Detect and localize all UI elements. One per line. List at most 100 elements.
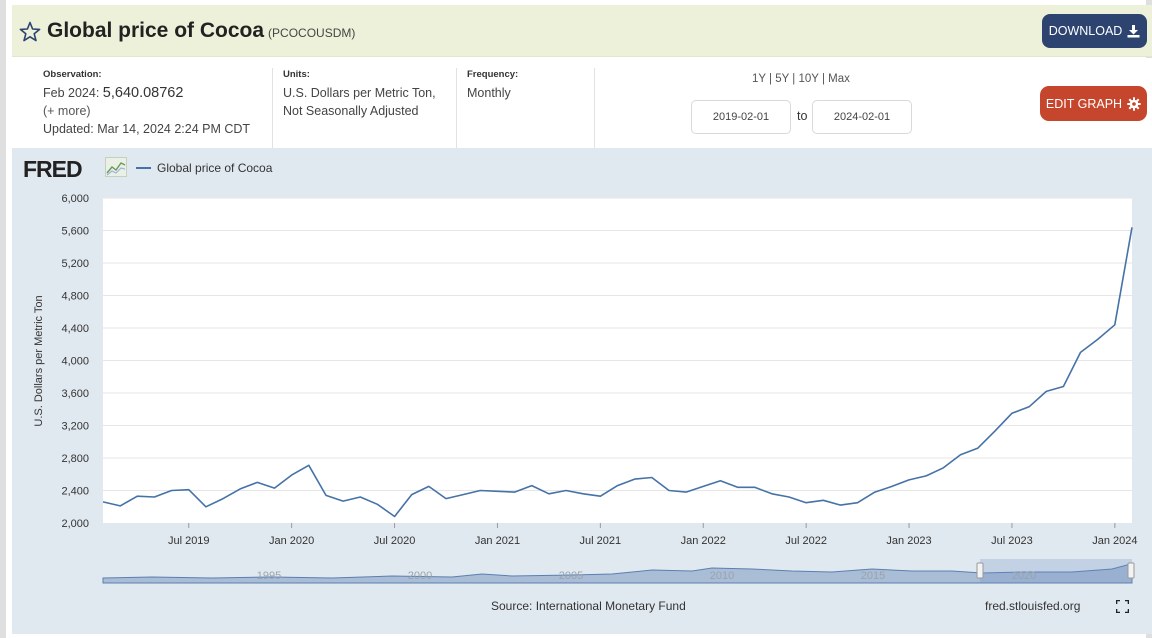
range-10y[interactable]: 10Y [798,73,819,85]
data-point[interactable] [972,442,984,454]
data-point[interactable] [251,476,263,488]
data-point[interactable] [612,480,624,492]
data-point[interactable] [955,449,967,461]
data-point[interactable] [440,493,452,505]
units-label: Units: [283,69,310,80]
data-point[interactable] [629,473,641,485]
data-point[interactable] [492,485,504,497]
data-point[interactable] [303,459,315,471]
y-tick-label: 6,000 [61,193,89,205]
data-point[interactable] [320,489,332,501]
fred-url-link[interactable]: fred.stlouisfed.org [985,599,1081,613]
series-line [102,227,1133,518]
navigator-selection[interactable] [980,559,1132,583]
data-point[interactable] [183,484,195,496]
data-point[interactable] [526,480,538,492]
data-point[interactable] [1075,346,1087,358]
data-point[interactable] [903,474,915,486]
gear-icon [1127,96,1141,111]
data-point[interactable] [594,490,606,502]
data-point[interactable] [371,498,383,510]
data-point[interactable] [286,469,298,481]
data-point[interactable] [406,489,418,501]
y-tick-label: 4,800 [61,291,89,303]
data-point[interactable] [509,486,521,498]
y-tick-label: 2,800 [61,453,89,465]
data-point[interactable] [852,497,864,509]
data-point[interactable] [714,475,726,487]
start-date-input[interactable]: 2019-02-01 [691,100,791,134]
y-tick-label: 4,400 [61,323,89,335]
fred-logo-graph-icon [105,157,127,177]
data-point[interactable] [1092,333,1104,345]
data-point[interactable] [269,482,281,494]
data-point[interactable] [337,495,349,507]
data-point[interactable] [697,480,709,492]
fred-logo[interactable]: FRED [23,156,83,182]
data-point[interactable] [732,481,744,493]
data-point[interactable] [577,488,589,500]
y-tick-label: 3,600 [61,388,89,400]
data-point[interactable] [131,490,143,502]
data-point[interactable] [680,486,692,498]
data-point[interactable] [817,494,829,506]
data-point[interactable] [835,499,847,511]
y-tick-label: 5,600 [61,226,89,238]
data-point[interactable] [200,501,212,513]
navigator-year-label: 2020 [1012,570,1036,582]
data-point[interactable] [989,425,1001,437]
units-block: Units: U.S. Dollars per Metric Ton, Not … [283,68,436,120]
data-point[interactable] [1126,221,1138,233]
data-point[interactable] [114,500,126,512]
data-point[interactable] [920,470,932,482]
series-title: Global price of Cocoa [47,19,265,42]
data-point[interactable] [783,491,795,503]
download-label: DOWNLOAD [1048,24,1123,38]
more-observations-link[interactable]: (+ more) [43,104,91,118]
data-point[interactable] [937,462,949,474]
data-point[interactable] [354,491,366,503]
legend[interactable]: Global price of Cocoa [136,161,272,175]
chart: 2,000 2,400 2,800 3,200 3,600 4,000 4,400 4,800… [33,193,1138,584]
navigator-right-handle[interactable] [1127,562,1135,579]
data-point[interactable] [166,485,178,497]
data-point[interactable] [457,489,469,501]
data-point[interactable] [1023,401,1035,413]
data-point[interactable] [560,485,572,497]
data-point[interactable] [423,480,435,492]
data-point[interactable] [663,485,675,497]
data-point[interactable] [474,485,486,497]
end-date-input[interactable]: 2024-02-01 [812,100,912,134]
data-point[interactable] [886,480,898,492]
navigator-year-label: 2015 [861,570,885,582]
divider [456,68,457,148]
observation-block: Observation: Feb 2024: 5,640.08762 (+ mo… [43,68,250,138]
data-point[interactable] [543,488,555,500]
series-id: (PCOCOUSDM) [268,26,356,40]
navigator[interactable]: 1995 2000 2005 2010 2015 2020 [102,559,1135,584]
data-point[interactable] [1057,381,1069,393]
edit-graph-button[interactable]: EDIT GRAPH [1040,86,1147,121]
data-point[interactable] [646,472,658,484]
star-icon[interactable] [18,20,42,44]
data-point[interactable] [389,511,401,523]
range-5y[interactable]: 5Y [775,73,790,85]
data-point[interactable] [749,481,761,493]
data-point[interactable] [1006,407,1018,419]
download-button[interactable]: DOWNLOAD [1042,14,1147,48]
data-point[interactable] [217,493,229,505]
navigator-left-handle[interactable] [976,562,984,579]
fullscreen-icon[interactable] [1116,600,1129,613]
observation-value: 5,640.08762 [102,85,184,101]
data-point[interactable] [766,488,778,500]
data-point[interactable] [1040,385,1052,397]
range-1y[interactable]: 1Y [752,73,766,85]
data-point[interactable] [234,483,246,495]
data-point[interactable] [800,497,812,509]
data-point[interactable] [1109,319,1121,331]
range-max[interactable]: Max [828,73,850,85]
data-point[interactable] [869,486,881,498]
data-point[interactable] [148,491,160,503]
x-tick-label: Jan 2020 [269,535,314,547]
data-point[interactable] [97,496,109,508]
